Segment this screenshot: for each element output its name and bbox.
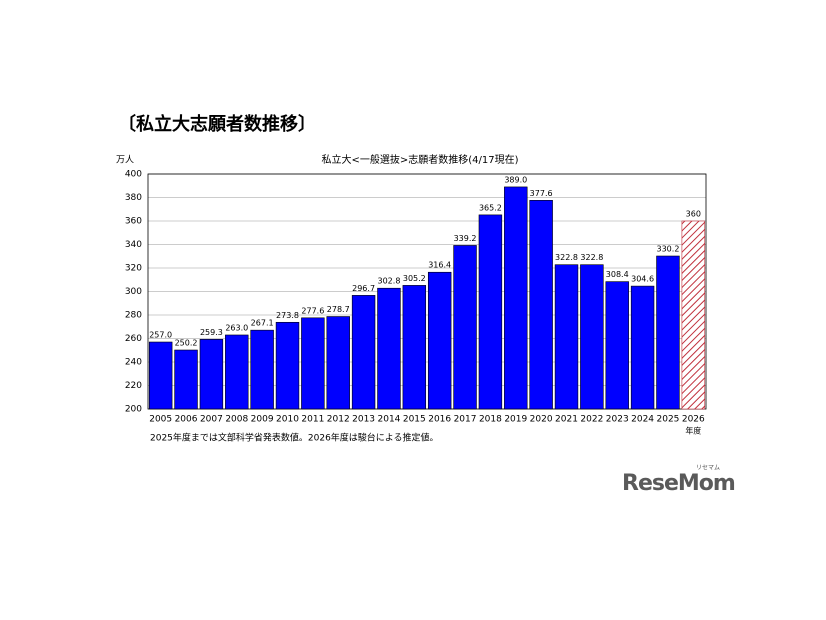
y-tick-label: 300 xyxy=(125,287,142,297)
y-tick-label: 220 xyxy=(125,381,142,391)
note: 2025年度までは文部科学省発表数値。2026年度は駿台による推定値。 xyxy=(150,432,439,444)
y-tick-label: 380 xyxy=(125,193,142,203)
bar xyxy=(504,186,528,410)
x-tick-label: 2007 xyxy=(200,415,223,425)
y-tick-label: 240 xyxy=(125,358,142,368)
y-tick-label: 200 xyxy=(125,405,142,415)
x-tick-label: 2020 xyxy=(530,415,553,425)
value-label: 259.3 xyxy=(200,328,223,337)
logo: ReseMom xyxy=(622,471,735,496)
bar xyxy=(174,349,198,410)
value-label: 322.8 xyxy=(555,253,578,262)
x-tick-label: 2015 xyxy=(403,415,426,425)
y-unit: 万人 xyxy=(116,155,134,166)
value-label: 304.6 xyxy=(631,275,654,284)
value-label: 277.6 xyxy=(301,306,324,315)
bar xyxy=(402,285,427,410)
x-tick-label: 2013 xyxy=(352,415,375,425)
value-label: 273.8 xyxy=(276,311,299,320)
x-tick-label: 2022 xyxy=(580,415,603,425)
value-label: 296.7 xyxy=(352,284,375,293)
bar xyxy=(605,281,629,410)
x-tick-label: 2012 xyxy=(327,415,350,425)
value-label: 302.8 xyxy=(378,277,401,286)
value-label: 316.4 xyxy=(428,261,451,270)
value-label: 330.2 xyxy=(657,245,680,254)
bar xyxy=(681,220,706,410)
chart-title: 私立大<一般選抜>志願者数推移(4/17現在) xyxy=(321,153,518,166)
y-tick-label: 260 xyxy=(125,334,142,344)
bar xyxy=(529,200,553,410)
bar xyxy=(301,317,325,410)
bar xyxy=(351,295,376,410)
x-tick-label: 2017 xyxy=(454,415,477,425)
x-tick-label: 2006 xyxy=(175,415,198,425)
bar xyxy=(478,214,503,410)
bar xyxy=(453,245,477,410)
x-tick-label: 2009 xyxy=(251,415,274,425)
value-label: 257.0 xyxy=(149,331,172,340)
bar xyxy=(630,285,655,410)
x-tick-label: 2014 xyxy=(378,415,401,425)
value-label: 267.1 xyxy=(251,319,274,328)
y-tick-label: 320 xyxy=(125,264,142,274)
x-unit: 年度 xyxy=(685,426,701,436)
x-tick-label: 2011 xyxy=(301,415,324,425)
value-label: 250.2 xyxy=(175,339,198,348)
x-tick-label: 2005 xyxy=(149,415,172,425)
x-tick-label: 2023 xyxy=(606,415,629,425)
x-tick-label: 2019 xyxy=(504,415,527,425)
value-label: 365.2 xyxy=(479,203,502,212)
x-tick-label: 2016 xyxy=(428,415,451,425)
bar xyxy=(275,321,300,410)
plot-frame xyxy=(147,173,707,410)
y-tick-label: 360 xyxy=(125,217,142,227)
bar xyxy=(326,316,350,410)
x-tick-label: 2010 xyxy=(276,415,299,425)
value-label: 263.0 xyxy=(225,323,248,332)
logo-ruby: リセマム xyxy=(696,465,720,472)
value-label: 278.7 xyxy=(327,305,350,314)
y-tick-label: 400 xyxy=(125,170,142,180)
bar xyxy=(199,339,224,410)
x-tick-label: 2026 xyxy=(682,415,705,425)
value-label: 308.4 xyxy=(606,270,629,279)
bar xyxy=(656,255,680,410)
value-label: 305.2 xyxy=(403,274,426,283)
bar xyxy=(554,264,579,410)
y-tick-label: 280 xyxy=(125,311,142,321)
value-label: 322.8 xyxy=(580,253,603,262)
value-label: 339.2 xyxy=(454,234,477,243)
page-title: 〔私立大志願者数推移〕 xyxy=(118,113,316,135)
y-tick-label: 340 xyxy=(125,240,142,250)
value-label: 377.6 xyxy=(530,189,553,198)
bar xyxy=(377,287,401,410)
x-tick-label: 2008 xyxy=(225,415,248,425)
value-label: 389.0 xyxy=(504,175,527,184)
x-tick-label: 2021 xyxy=(555,415,578,425)
bar xyxy=(427,271,452,410)
value-label: 360 xyxy=(686,210,701,219)
x-tick-label: 2025 xyxy=(657,415,680,425)
bar xyxy=(250,329,274,410)
x-tick-label: 2024 xyxy=(631,415,654,425)
x-tick-label: 2018 xyxy=(479,415,502,425)
bar xyxy=(580,264,604,410)
bar xyxy=(148,341,173,410)
bar xyxy=(225,334,249,410)
